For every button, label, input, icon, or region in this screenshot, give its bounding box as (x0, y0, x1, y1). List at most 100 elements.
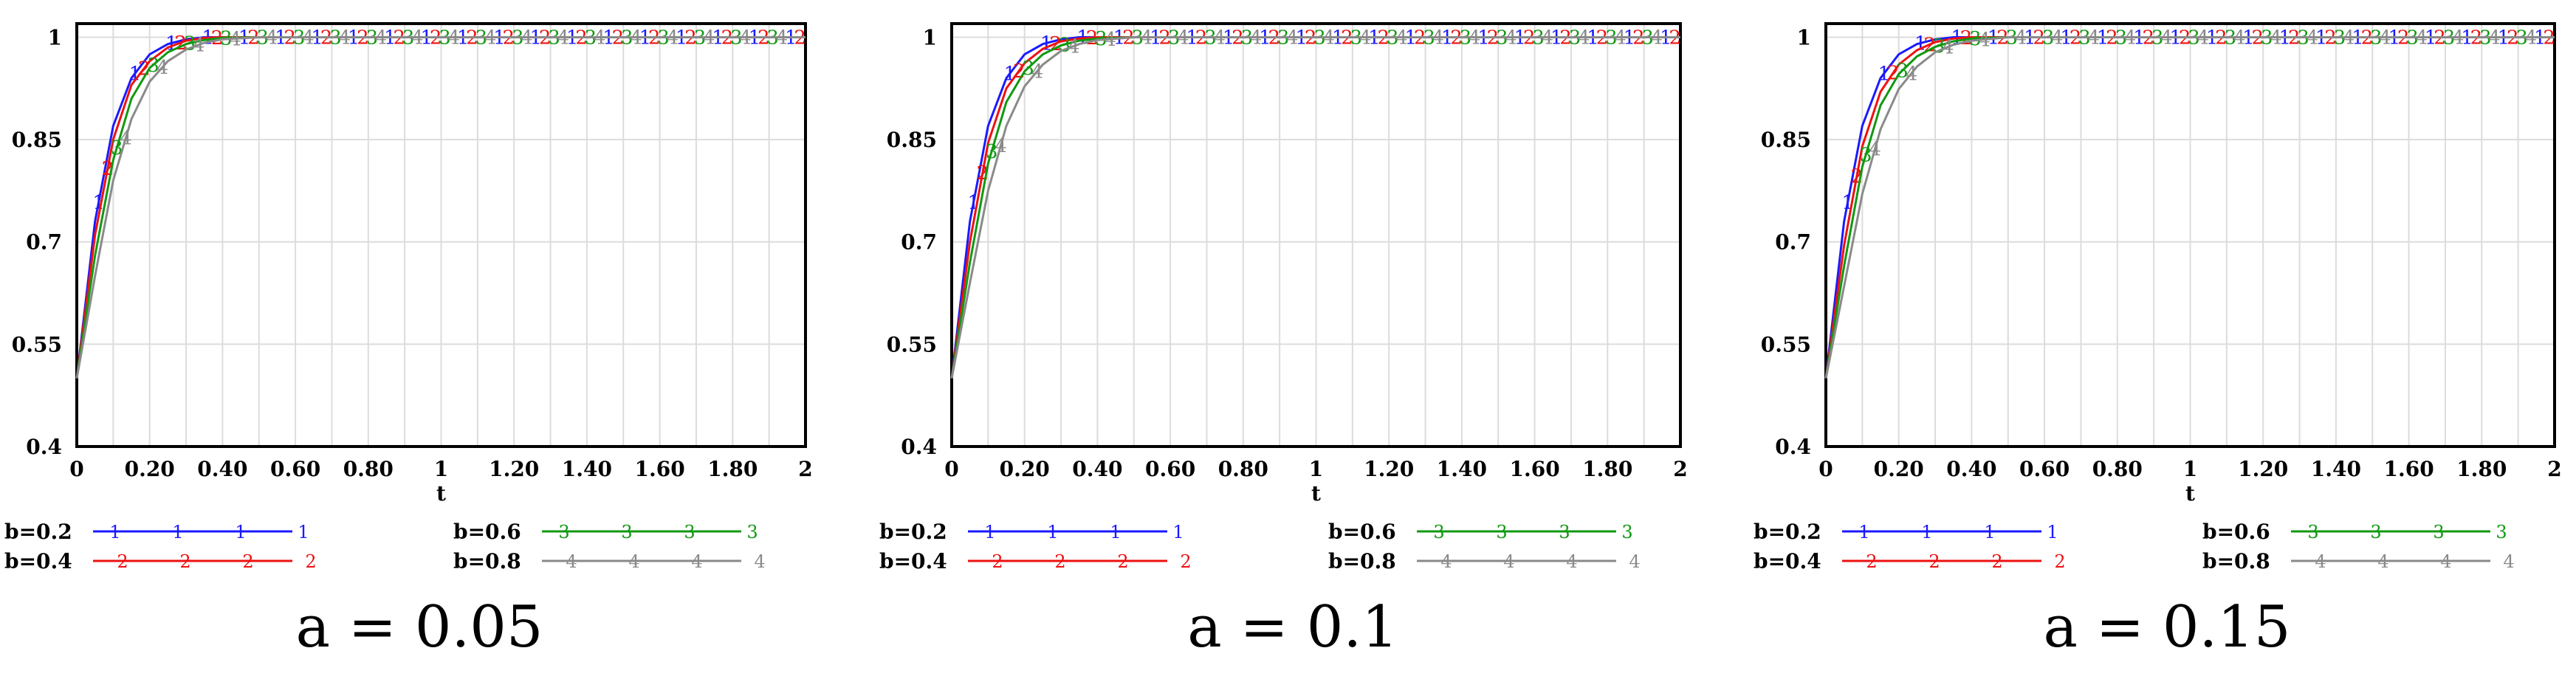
x-tick-label: 0.60 (1145, 457, 1195, 481)
y-tick-label: 0.7 (1775, 230, 1811, 255)
x-tick-label: 0.40 (1072, 457, 1122, 481)
legend-marker: 3 (2307, 522, 2318, 542)
x-axis-label: t (1311, 481, 1321, 506)
legend-marker: 1 (1984, 522, 1995, 542)
series-marker-4: 4 (995, 135, 1007, 157)
legend-marker: 4 (566, 551, 577, 572)
legend-marker: 1 (984, 522, 995, 542)
legend-entry: b=0.4 2 2 2 2 (1754, 549, 2066, 573)
series-marker-4: 4 (1906, 63, 1918, 85)
y-tick-label: 0.7 (26, 230, 62, 255)
x-tick-label: 1.60 (1509, 457, 1559, 481)
legend-marker: 1 (1110, 522, 1121, 542)
y-tick-label: 0.55 (887, 332, 937, 356)
x-tick-label: 1.20 (489, 457, 539, 481)
y-tick-label: 0.85 (1761, 128, 1811, 152)
x-tick-label: 1 (2183, 457, 2197, 481)
series-marker-4: 4 (776, 27, 789, 49)
series-marker-4: 4 (2015, 27, 2027, 49)
legend-marker: 1 (172, 522, 183, 542)
x-tick-label: 1.40 (562, 457, 612, 481)
legend-marker: 3 (684, 522, 695, 542)
series-marker-4: 4 (667, 27, 679, 49)
legend-marker: 1 (1047, 522, 1058, 542)
series-line-4 (950, 36, 1680, 379)
x-tick-label: 0 (1818, 457, 1833, 481)
legend-marker: 4 (691, 551, 702, 572)
legend-marker: 1 (1921, 522, 1932, 542)
legend-marker: 3 (746, 522, 758, 542)
legend-marker: 4 (1629, 551, 1640, 572)
legend-label: b=0.6 (453, 520, 521, 544)
series-marker-4: 4 (193, 35, 205, 57)
y-tick-label: 1 (923, 25, 937, 49)
series-marker-4: 4 (1359, 27, 1372, 49)
panel-caption-2: a = 0.1 (1187, 594, 1398, 661)
legend-label: b=0.6 (1328, 520, 1396, 544)
legend-marker: 3 (621, 522, 632, 542)
series-marker-4: 4 (2488, 27, 2501, 49)
legend-entry: b=0.4 2 2 2 2 (4, 549, 317, 573)
legend-label: b=0.2 (879, 520, 947, 544)
legend-marker: 3 (558, 522, 569, 542)
legend-marker: 3 (2433, 522, 2444, 542)
series-marker-3: 3 (1022, 58, 1034, 80)
x-tick-label: 2 (798, 457, 812, 481)
series-marker-4: 4 (703, 27, 715, 49)
x-tick-label: 0.60 (2019, 457, 2070, 481)
series-marker-4: 4 (2051, 27, 2064, 49)
legend-label: b=0.4 (4, 549, 72, 573)
series-marker-4: 4 (375, 27, 388, 49)
x-tick-label: 0 (944, 457, 958, 481)
x-tick-label: 1.60 (634, 457, 684, 481)
series-marker-4: 4 (120, 127, 132, 149)
series-marker-4: 4 (2525, 27, 2538, 49)
y-tick-label: 0.85 (887, 128, 937, 152)
series-marker-4: 4 (2124, 27, 2137, 49)
legend-label: b=0.8 (1328, 549, 1396, 573)
series-line-4 (75, 36, 806, 379)
series-marker-4: 4 (1432, 27, 1445, 49)
series-marker-4: 4 (1068, 35, 1080, 58)
x-tick-label: 1 (434, 457, 448, 481)
series-marker-4: 4 (2416, 27, 2428, 49)
series-marker-4: 4 (521, 27, 533, 49)
legend-marker: 2 (2054, 551, 2065, 572)
series-marker-4: 4 (229, 28, 241, 50)
legend-marker: 1 (1858, 522, 1869, 542)
legend-label: b=0.2 (4, 520, 72, 544)
y-tick-label: 0.55 (12, 332, 62, 356)
legend-label: b=0.4 (879, 549, 947, 573)
legend-entry: b=0.8 4 4 4 4 (1328, 549, 1641, 573)
series-marker-4: 4 (484, 27, 497, 49)
x-tick-label: 1 (1309, 457, 1323, 481)
legend-marker: 2 (1054, 551, 1065, 572)
x-tick-label: 1.80 (2456, 457, 2507, 481)
legend-entry: b=0.6 3 3 3 3 (453, 520, 758, 544)
panel-caption-1: a = 0.05 (295, 594, 543, 661)
legend-marker: 4 (2315, 551, 2326, 572)
x-tick-label: 2 (2547, 457, 2561, 481)
series-marker-4: 4 (447, 27, 460, 49)
series-marker-4: 4 (1978, 29, 1991, 51)
x-tick-label: 0.80 (2092, 457, 2143, 481)
series-marker-4: 4 (1286, 27, 1299, 49)
x-tick-label: 1.40 (1437, 457, 1487, 481)
x-tick-label: 1.20 (2238, 457, 2288, 481)
series-marker-4: 4 (594, 27, 606, 49)
series-marker-4: 4 (1578, 27, 1590, 49)
y-tick-label: 1 (48, 25, 62, 49)
series-marker-4: 4 (1104, 29, 1116, 51)
legend-entry: b=0.6 3 3 3 3 (2202, 520, 2507, 544)
series-line-4 (1824, 36, 2555, 379)
series-marker-4: 4 (1651, 27, 1663, 49)
series-marker-4: 4 (557, 27, 570, 49)
series-marker-4: 4 (2379, 27, 2391, 49)
legend-marker: 2 (1117, 551, 1128, 572)
legend-marker: 4 (2440, 551, 2451, 572)
legend-marker: 2 (1991, 551, 2002, 572)
legend-marker: 1 (235, 522, 246, 542)
legend-marker: 4 (1440, 551, 1452, 572)
